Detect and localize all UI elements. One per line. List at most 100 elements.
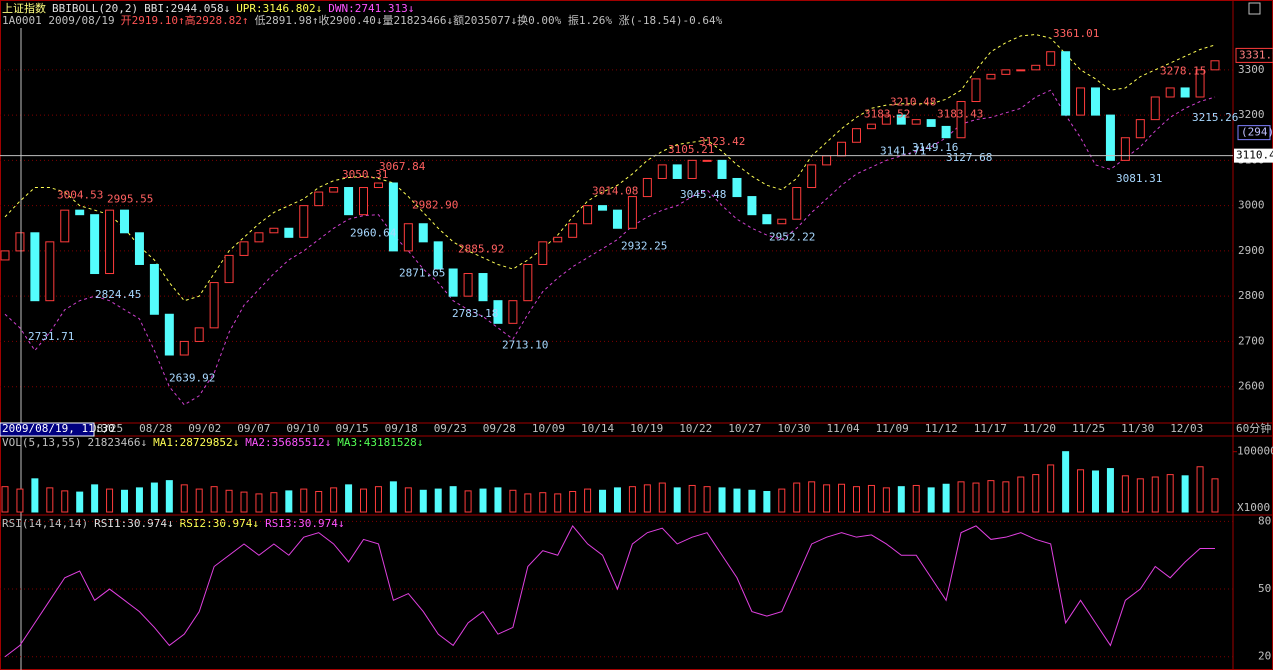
price-annotation: 3081.31: [1116, 172, 1162, 185]
volume-bar: [673, 487, 681, 513]
candle: [732, 177, 742, 198]
price-annotation: 3004.53: [57, 189, 103, 202]
candle: [15, 232, 25, 252]
volume-bar: [554, 493, 562, 513]
candle: [508, 300, 518, 324]
y-tick-label: 2700: [1238, 334, 1265, 347]
price-annotation: 2995.55: [107, 193, 153, 206]
x-tick-label: 11/09: [876, 422, 909, 435]
candle: [388, 182, 398, 252]
window-icon[interactable]: [1248, 2, 1261, 15]
volume-bar: [270, 492, 278, 513]
volume-bar: [1121, 475, 1129, 513]
header-item: VOL(5,13,55): [2, 436, 81, 449]
volume-bar: [61, 490, 69, 513]
x-tick-label: 09/02: [188, 422, 221, 435]
candle: [627, 196, 637, 229]
header-item: RSI2:30.974↓: [180, 517, 259, 530]
candle: [359, 187, 369, 216]
candle: [149, 263, 159, 315]
x-tick-label: 10/14: [581, 422, 614, 435]
candle: [75, 209, 85, 216]
volume-bar: [599, 489, 607, 513]
volume-bar: [524, 493, 532, 513]
y-tick-label: 3300: [1238, 63, 1265, 76]
header-item: RSI(14,14,14): [2, 517, 88, 530]
x-tick-label: 10/30: [777, 422, 810, 435]
last-price-box: [1235, 47, 1273, 63]
cursor-count: (294): [1241, 126, 1273, 139]
price-annotation: 2713.10: [502, 338, 548, 351]
volume-bar: [195, 488, 203, 513]
rsi-tick-label: 20: [1258, 650, 1271, 663]
price-annotation: 3183.52: [864, 108, 910, 121]
volume-bar: [628, 486, 636, 513]
header-item: MA2:35685512↓: [245, 436, 331, 449]
candle: [448, 268, 458, 297]
candle: [553, 236, 563, 243]
header-line: RSI(14,14,14) RSI1:30.974↓ RSI2:30.974↓ RSI…: [2, 517, 345, 530]
candle: [1120, 137, 1130, 161]
header-item: MA3:43181528↓: [337, 436, 423, 449]
candle: [1180, 87, 1190, 98]
y-tick-label: 3000: [1238, 199, 1265, 212]
volume-bar: [1166, 474, 1174, 513]
candle: [1090, 87, 1100, 116]
volume-bar: [165, 480, 173, 513]
header-item: 低2891.98↑收2900.40↓量21823466↓额2035077↓换0.…: [255, 13, 723, 27]
price-annotation: 3278.15: [1160, 65, 1206, 78]
candle: [851, 128, 861, 143]
candle: [90, 214, 100, 275]
x-tick-label: 12/03: [1170, 422, 1203, 435]
x-tick-label: 11/12: [925, 422, 958, 435]
volume-unit: X1000: [1237, 501, 1270, 514]
candle: [284, 227, 294, 238]
header-item: RSI1:30.974↓: [94, 517, 173, 530]
volume-bar: [733, 488, 741, 513]
candle: [956, 101, 966, 139]
x-tick-label: 11/30: [1121, 422, 1154, 435]
candle: [254, 232, 264, 243]
volume-bar: [867, 484, 875, 513]
price-annotation: 2824.45: [95, 288, 141, 301]
volume-bar: [315, 490, 323, 513]
price-annotation: 2639.92: [169, 372, 215, 385]
candle: [1165, 87, 1175, 98]
volume-bar: [882, 487, 890, 513]
volume-bar: [763, 490, 771, 513]
candle: [1135, 119, 1145, 139]
volume-bar: [1, 486, 9, 513]
candle: [45, 241, 55, 302]
volume-bar: [1196, 466, 1204, 513]
price-annotation: 2885.92: [458, 242, 504, 255]
price-annotation: 3050.31: [342, 168, 388, 181]
candle: [687, 159, 697, 179]
x-tick-label: 09/07: [237, 422, 270, 435]
volume-bar: [464, 490, 472, 513]
price-annotation: 2932.25: [621, 239, 667, 252]
volume-bar: [1151, 476, 1159, 513]
volume-bar: [823, 484, 831, 513]
candle: [1016, 69, 1026, 72]
header-item: 上证指数: [2, 1, 46, 15]
header-item: UPR:3146.802↓: [236, 2, 322, 15]
price-annotation: 3045.48: [680, 188, 726, 201]
volume-bar: [1181, 475, 1189, 513]
candle: [1001, 69, 1011, 75]
volume-bar: [1062, 451, 1070, 513]
candle: [837, 141, 847, 157]
x-tick-label: 11/17: [974, 422, 1007, 435]
volume-bar: [927, 487, 935, 513]
candle: [896, 114, 906, 125]
volume-bar: [419, 489, 427, 513]
volume-bar: [210, 486, 218, 513]
price-annotation: 3183.43: [937, 108, 983, 121]
volume-bar: [1077, 469, 1085, 513]
candle: [433, 241, 443, 270]
price-annotation: 3361.01: [1053, 27, 1099, 40]
header-item: MA1:28729852↓: [153, 436, 239, 449]
candle: [269, 227, 279, 234]
candle: [926, 119, 936, 127]
x-tick-label: 09/18: [385, 422, 418, 435]
candle: [598, 205, 608, 211]
